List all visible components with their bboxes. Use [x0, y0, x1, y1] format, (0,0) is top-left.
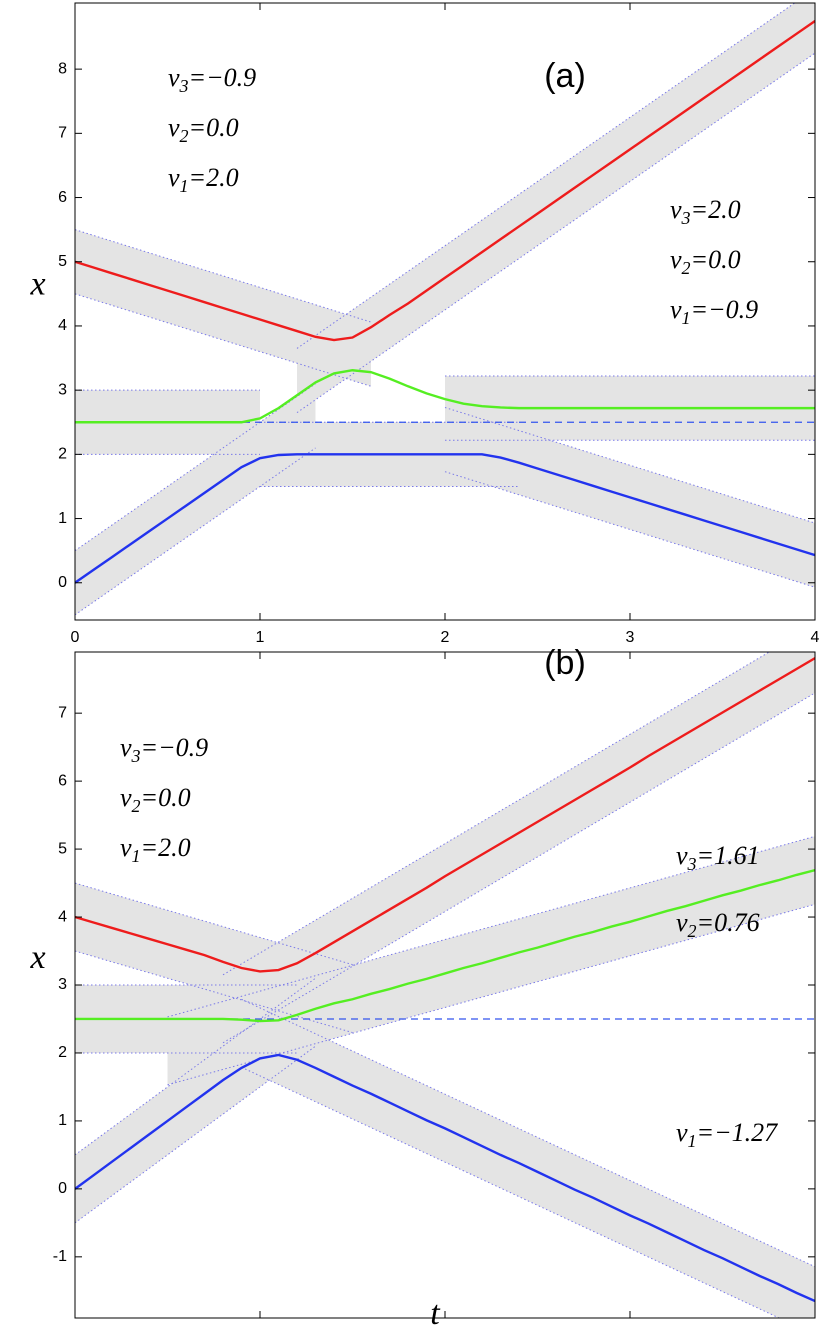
y-tick-label: 6 [58, 772, 67, 789]
plot-area [75, 603, 830, 1328]
annotation: v1=2.0 [120, 833, 191, 866]
x-tick-label: 4 [811, 629, 820, 646]
x-tick-label: 0 [71, 629, 80, 646]
annotation-subscript: 2 [682, 258, 691, 278]
annotation-subscript: 1 [180, 176, 189, 196]
annotation-symbol: v [676, 841, 688, 870]
annotation-value: =0.0 [141, 783, 191, 812]
annotation-value: =2.0 [691, 195, 741, 224]
y-tick-label: 4 [58, 317, 67, 334]
annotation-symbol: v [676, 1118, 688, 1147]
annotation-value: =1.61 [697, 841, 760, 870]
x-axis-label: t [430, 1295, 441, 1328]
annotation-symbol: v [670, 195, 682, 224]
y-tick-label: 1 [58, 510, 67, 527]
annotation: v3=−0.9 [168, 63, 256, 96]
annotation-subscript: 2 [688, 921, 697, 941]
y-tick-label: 3 [58, 381, 67, 398]
annotation-subscript: 2 [132, 796, 141, 816]
x-tick-label: 2 [441, 629, 450, 646]
annotation: v1=−1.27 [676, 1118, 778, 1151]
y-tick-label: 7 [58, 704, 67, 721]
panel-label: (b) [544, 644, 586, 682]
annotation-symbol: v [120, 833, 132, 862]
annotation: v1=−0.9 [670, 295, 758, 328]
y-tick-label: 0 [58, 1180, 67, 1197]
y-tick-label: 8 [58, 60, 67, 77]
y-tick-label: 6 [58, 189, 67, 206]
y-tick-label: 5 [58, 253, 67, 270]
annotation: v3=2.0 [670, 195, 741, 228]
x-tick-label: 1 [256, 629, 265, 646]
y-tick-label: 7 [58, 125, 67, 142]
annotation-value: =2.0 [189, 163, 239, 192]
annotation-subscript: 3 [131, 746, 141, 766]
panel: -10123456701234(b)xtv3=−0.9v2=0.0v1=2.0v… [29, 603, 830, 1328]
annotation-value: =0.0 [691, 245, 741, 274]
y-tick-label: 2 [58, 1044, 67, 1061]
annotation-value: =0.76 [697, 908, 760, 937]
annotation-subscript: 3 [681, 208, 691, 228]
annotation-subscript: 3 [687, 854, 697, 874]
annotation-symbol: v [120, 733, 132, 762]
annotation-value: =0.0 [189, 113, 239, 142]
annotation: v3=1.61 [676, 841, 760, 874]
annotation-value: =−0.9 [691, 295, 759, 324]
annotation-value: =−1.27 [697, 1118, 779, 1147]
annotation-value: =2.0 [141, 833, 191, 862]
annotation: v1=2.0 [168, 163, 239, 196]
annotation-value: =−0.9 [189, 63, 257, 92]
annotation: v3=−0.9 [120, 733, 208, 766]
annotation-symbol: v [168, 113, 180, 142]
annotation-subscript: 2 [180, 126, 189, 146]
annotation-symbol: v [676, 908, 688, 937]
annotation-symbol: v [670, 295, 682, 324]
annotation: v2=0.0 [168, 113, 239, 146]
y-tick-label: 3 [58, 976, 67, 993]
annotation-symbol: v [670, 245, 682, 274]
panel-label: (a) [544, 57, 586, 95]
y-tick-label: 4 [58, 908, 67, 925]
annotation-subscript: 1 [688, 1131, 697, 1151]
annotation-subscript: 1 [132, 846, 141, 866]
y-tick-label: 5 [58, 840, 67, 857]
y-axis-label: x [29, 265, 45, 302]
annotation-value: =−0.9 [141, 733, 209, 762]
annotation: v2=0.0 [120, 783, 191, 816]
annotation-symbol: v [168, 63, 180, 92]
y-tick-label: 2 [58, 446, 67, 463]
annotation-symbol: v [120, 783, 132, 812]
annotation-subscript: 3 [179, 76, 189, 96]
annotation: v2=0.0 [670, 245, 741, 278]
annotation-symbol: v [168, 163, 180, 192]
y-tick-label: 0 [58, 574, 67, 591]
band [242, 999, 830, 1328]
y-axis-label: x [29, 939, 45, 976]
y-tick-label: -1 [53, 1248, 67, 1265]
x-tick-label: 3 [626, 629, 635, 646]
annotation-subscript: 1 [682, 308, 691, 328]
y-tick-label: 1 [58, 1112, 67, 1129]
